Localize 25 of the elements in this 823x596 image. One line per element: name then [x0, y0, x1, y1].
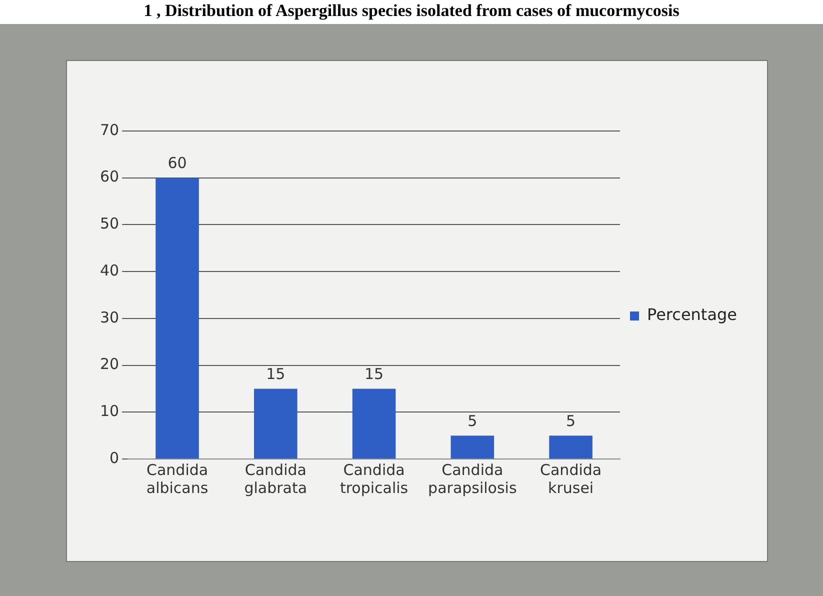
y-tick-label: 10 [100, 402, 120, 420]
data-label: 15 [364, 365, 384, 384]
bar [450, 436, 494, 458]
legend-label: Percentage [646, 305, 738, 324]
data-label: 5 [566, 412, 576, 430]
y-tick-label: 50 [100, 214, 120, 233]
x-tick-label: Candida tropicalis [340, 460, 408, 497]
y-tick-label: 70 [100, 120, 120, 139]
bar [254, 388, 298, 458]
data-label: 60 [168, 154, 187, 172]
data-label: 15 [266, 365, 286, 384]
y-tick-label: 30 [100, 308, 120, 326]
bar [352, 388, 396, 458]
x-tick-label: Candida krusei [540, 460, 602, 497]
x-tick-label: Candida glabrata [244, 460, 308, 497]
y-tick-label: 0 [110, 448, 120, 467]
y-tick-label: 40 [100, 261, 120, 280]
y-tick-label: 20 [100, 355, 120, 374]
y-tick-label: 60 [100, 168, 120, 186]
data-label: 5 [468, 412, 478, 430]
bar [549, 436, 592, 458]
x-tick-label: Candida albicans [146, 460, 208, 497]
bar [156, 178, 199, 458]
chart-title: 1 , Distribution of Aspergillus species isolated from cases of mucormycosis [142, 0, 680, 22]
x-tick-label: Candida parapsilosis [428, 460, 517, 497]
